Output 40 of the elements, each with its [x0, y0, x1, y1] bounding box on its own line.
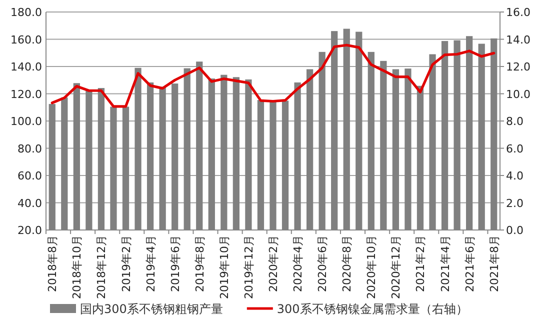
- x-tick-label: 2020年2月: [267, 235, 280, 292]
- y-tick-label: 180.0: [10, 6, 42, 19]
- x-tick-label: 2021年8月: [488, 235, 501, 292]
- y2-tick-label: 4.0: [506, 170, 524, 182]
- x-tick-label: 2018年10月: [70, 235, 84, 299]
- y2-tick-label: 14.0: [506, 33, 530, 46]
- y-tick-label: 100.0: [10, 115, 42, 128]
- x-tick-label: 2020年6月: [316, 235, 330, 292]
- x-tick-label: 2018年12月: [95, 235, 108, 299]
- legend-label: 300系不锈钢镍金属需求量（右轴）: [276, 302, 468, 316]
- y2-tick-label: 12.0: [506, 60, 530, 74]
- x-tick-label: 2019年8月: [193, 235, 206, 292]
- x-tick-label: 2020年10月: [365, 235, 378, 299]
- y-tick-label: 20.0: [18, 224, 42, 237]
- y-tick-label: 120.0: [10, 88, 42, 101]
- y2-tick-label: 10.0: [506, 88, 530, 101]
- x-tick-label: 2021年2月: [414, 235, 428, 292]
- x-tick-label: 2019年6月: [168, 235, 182, 292]
- x-tick-label: 2021年4月: [438, 235, 452, 292]
- y2-tick-label: 6.0: [506, 142, 524, 156]
- x-tick-label: 2019年10月: [218, 235, 231, 299]
- line-series: [50, 44, 496, 108]
- y-tick-label: 80.0: [18, 142, 42, 156]
- y-tick-label: 40.0: [18, 196, 42, 210]
- x-tick-label: 2019年12月: [242, 235, 256, 299]
- x-tick-label: 2019年4月: [144, 235, 158, 292]
- x-tick-label: 2020年12月: [390, 235, 403, 299]
- y-tick-label: 160.0: [10, 33, 42, 46]
- y2-tick-label: 2.0: [506, 196, 524, 210]
- x-tick-label: 2018年8月: [46, 235, 60, 292]
- legend-label: 国内300系不锈钢粗钢产量: [80, 302, 223, 316]
- y2-tick-label: 16.0: [506, 6, 530, 19]
- x-tick-label: 2021年6月: [463, 235, 476, 292]
- y-tick-label: 60.0: [18, 170, 42, 182]
- x-tick-label: 2019年2月: [120, 235, 133, 292]
- x-tick-label: 2020年8月: [340, 235, 354, 292]
- x-tick-label: 2020年4月: [292, 235, 305, 292]
- y2-tick-label: 0.0: [506, 224, 524, 237]
- y2-tick-label: 8.0: [506, 115, 524, 128]
- y-tick-label: 140.0: [10, 60, 42, 74]
